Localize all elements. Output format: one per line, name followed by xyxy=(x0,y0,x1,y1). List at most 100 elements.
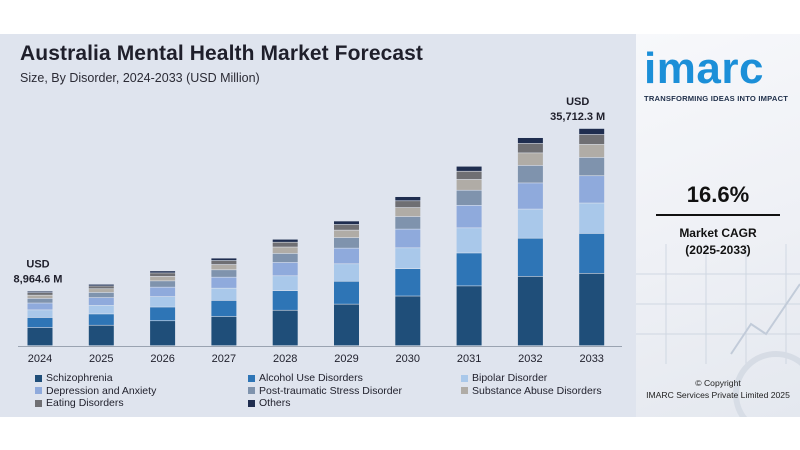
bar-2031-alcohol-use-disorders xyxy=(456,253,482,286)
bar-2031-others xyxy=(456,166,482,171)
x-tick-label-2032: 2032 xyxy=(518,353,542,365)
total-label-2024-line1: USD xyxy=(26,258,49,270)
bar-2025-others xyxy=(88,284,114,286)
bar-2028-others xyxy=(272,239,298,242)
bar-2024-alcohol-use-disorders xyxy=(27,317,53,328)
bar-2024-substance-abuse-disorders xyxy=(27,295,53,299)
bar-2029-alcohol-use-disorders xyxy=(334,281,359,304)
bar-2029-bipolar-disorder xyxy=(334,264,359,281)
bar-2028-depression-and-anxiety xyxy=(272,262,298,276)
legend-label: Alcohol Use Disorders xyxy=(259,372,363,384)
copyright-notice: © Copyright IMARC Services Private Limit… xyxy=(636,377,800,401)
x-tick-label-2025: 2025 xyxy=(89,353,113,365)
bar-2028-alcohol-use-disorders xyxy=(272,290,298,310)
bar-2026-schizophrenia xyxy=(150,321,176,346)
bar-2028-bipolar-disorder xyxy=(272,276,298,291)
bar-2025-schizophrenia xyxy=(88,325,114,346)
cagr-label-line2: (2025-2033) xyxy=(685,243,751,257)
bar-2030-post-traumatic-stress-disorder xyxy=(395,216,421,229)
bar-2026-eating-disorders xyxy=(150,273,176,277)
bar-2025-post-traumatic-stress-disorder xyxy=(88,292,114,298)
bar-2028-schizophrenia xyxy=(272,310,298,346)
bar-2029-depression-and-anxiety xyxy=(334,248,359,264)
legend-label: Post-traumatic Stress Disorder xyxy=(259,384,402,397)
bar-2028-eating-disorders xyxy=(272,242,298,247)
bar-2031-schizophrenia xyxy=(456,286,482,346)
legend-swatch xyxy=(248,374,255,382)
legend-item-others: Others xyxy=(248,397,461,410)
legend-item-alcohol-use-disorders: Alcohol Use Disorders xyxy=(248,372,461,385)
bar-2030-others xyxy=(395,196,421,201)
legend-label: Bipolar Disorder xyxy=(472,372,548,384)
bar-2026-alcohol-use-disorders xyxy=(150,307,176,321)
x-tick-label-2029: 2029 xyxy=(334,353,358,365)
bar-2024-schizophrenia xyxy=(27,327,53,346)
cagr-label: Market CAGR (2025-2033) xyxy=(636,225,800,259)
bar-2024-post-traumatic-stress-disorder xyxy=(27,298,53,303)
x-tick-label-2026: 2026 xyxy=(150,353,174,365)
legend-item-schizophrenia: Schizophrenia xyxy=(35,372,248,385)
bar-2032-substance-abuse-disorders xyxy=(517,153,543,166)
cagr-divider xyxy=(656,214,780,216)
total-label-2033-line1: USD xyxy=(566,96,589,108)
total-label-2024-line2: 8,964.6 M xyxy=(14,273,63,285)
bar-2031-bipolar-disorder xyxy=(456,228,482,253)
bar-2027-schizophrenia xyxy=(211,316,237,346)
bar-2025-eating-disorders xyxy=(88,286,114,289)
x-tick-label-2030: 2030 xyxy=(396,353,420,365)
bar-2027-depression-and-anxiety xyxy=(211,277,237,288)
bar-2030-alcohol-use-disorders xyxy=(395,268,421,296)
chart-legend: Schizophrenia Alcohol Use Disorders Bipola… xyxy=(35,372,625,410)
chart-title: Australia Mental Health Market Forecast xyxy=(20,42,424,65)
legend-swatch xyxy=(248,387,255,395)
bar-2026-others xyxy=(150,271,176,273)
legend-label: Eating Disorders xyxy=(46,397,124,409)
bar-2031-substance-abuse-disorders xyxy=(456,179,482,190)
bar-2026-substance-abuse-disorders xyxy=(150,276,176,281)
bar-2028-post-traumatic-stress-disorder xyxy=(272,253,298,263)
legend-swatch xyxy=(461,374,468,382)
legend-label: Schizophrenia xyxy=(46,372,113,384)
bar-2029-eating-disorders xyxy=(334,224,359,230)
decorative-background-graphic xyxy=(636,244,800,417)
bar-2029-substance-abuse-disorders xyxy=(334,230,359,238)
legend-label: Substance Abuse Disorders xyxy=(472,384,602,397)
bar-2033-substance-abuse-disorders xyxy=(579,144,605,158)
bar-2025-bipolar-disorder xyxy=(88,305,114,314)
bar-2029-schizophrenia xyxy=(334,304,359,346)
copyright-line2: IMARC Services Private Limited 2025 xyxy=(646,390,790,400)
legend-item-bipolar-disorder: Bipolar Disorder xyxy=(461,372,625,385)
legend-swatch xyxy=(461,387,468,395)
bar-2032-bipolar-disorder xyxy=(517,209,543,238)
bar-2030-schizophrenia xyxy=(395,296,421,346)
x-tick-label-2028: 2028 xyxy=(273,353,297,365)
bar-2033-alcohol-use-disorders xyxy=(579,233,605,274)
bar-2027-substance-abuse-disorders xyxy=(211,264,237,270)
x-tick-label-2031: 2031 xyxy=(457,353,481,365)
bar-2027-others xyxy=(211,258,237,261)
bar-2032-eating-disorders xyxy=(517,143,543,153)
bar-2025-depression-and-anxiety xyxy=(88,297,114,306)
bar-2031-post-traumatic-stress-disorder xyxy=(456,190,482,206)
x-tick-label-2027: 2027 xyxy=(212,353,236,365)
bar-2024-bipolar-disorder xyxy=(27,310,53,318)
legend-swatch xyxy=(248,399,255,407)
total-label-2033-line2: 35,712.3 M xyxy=(550,111,605,123)
bar-2032-depression-and-anxiety xyxy=(517,183,543,209)
legend-label: Others xyxy=(259,397,291,409)
bar-2030-depression-and-anxiety xyxy=(395,229,421,248)
legend-item-eating-disorders: Eating Disorders xyxy=(35,397,248,410)
legend-item-post-traumatic-stress-disorder: Post-traumatic Stress Disorder xyxy=(248,385,461,398)
bar-2033-bipolar-disorder xyxy=(579,203,605,234)
bar-2033-eating-disorders xyxy=(579,134,605,145)
cagr-label-line1: Market CAGR xyxy=(679,226,757,240)
brand-panel: imarc TRANSFORMING IDEAS INTO IMPACT 16.… xyxy=(636,34,800,417)
bar-2026-depression-and-anxiety xyxy=(150,287,176,297)
bar-2030-substance-abuse-disorders xyxy=(395,207,421,217)
bar-2031-eating-disorders xyxy=(456,171,482,180)
bar-2028-substance-abuse-disorders xyxy=(272,247,298,254)
bar-2033-schizophrenia xyxy=(579,273,605,346)
bar-2025-substance-abuse-disorders xyxy=(88,289,114,293)
chart-card: Australia Mental Health Market Forecast … xyxy=(0,34,800,417)
legend-item-substance-abuse-disorders: Substance Abuse Disorders xyxy=(461,385,625,398)
